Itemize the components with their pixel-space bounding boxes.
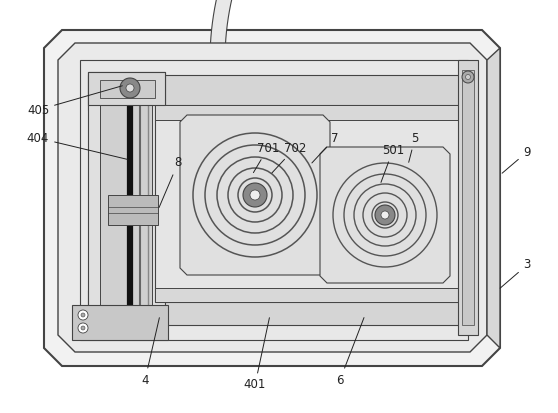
Text: 404: 404: [27, 131, 127, 159]
Text: 9: 9: [502, 145, 531, 173]
Text: 501: 501: [381, 143, 404, 183]
Polygon shape: [108, 195, 158, 225]
Circle shape: [120, 78, 140, 98]
Circle shape: [381, 211, 389, 219]
Polygon shape: [88, 72, 165, 105]
Polygon shape: [320, 147, 450, 283]
Polygon shape: [44, 30, 500, 366]
Circle shape: [462, 71, 474, 83]
Text: 6: 6: [336, 318, 364, 387]
Text: 702: 702: [272, 142, 306, 173]
Circle shape: [375, 205, 395, 225]
Text: 405: 405: [27, 86, 122, 116]
Polygon shape: [80, 60, 468, 340]
Polygon shape: [487, 48, 500, 348]
Polygon shape: [458, 60, 478, 335]
Polygon shape: [155, 288, 468, 302]
Polygon shape: [210, 0, 483, 192]
Text: 7: 7: [312, 131, 339, 163]
Text: 3: 3: [500, 259, 531, 288]
Text: 5: 5: [408, 131, 418, 162]
Polygon shape: [72, 305, 168, 340]
Text: 701: 701: [253, 142, 279, 173]
Polygon shape: [88, 72, 165, 328]
Circle shape: [250, 190, 260, 200]
Text: 4: 4: [141, 318, 160, 387]
Circle shape: [78, 323, 88, 333]
Circle shape: [243, 183, 267, 207]
Text: 401: 401: [244, 318, 270, 392]
Polygon shape: [155, 105, 468, 302]
Circle shape: [78, 310, 88, 320]
Circle shape: [126, 84, 134, 92]
Polygon shape: [180, 115, 330, 275]
Polygon shape: [462, 70, 474, 325]
Circle shape: [81, 313, 85, 317]
Circle shape: [81, 326, 85, 330]
Polygon shape: [100, 85, 152, 315]
Polygon shape: [100, 80, 155, 98]
Polygon shape: [58, 43, 487, 352]
Text: 8: 8: [159, 157, 182, 207]
Polygon shape: [88, 290, 462, 325]
Polygon shape: [155, 105, 468, 120]
Polygon shape: [88, 75, 462, 110]
Circle shape: [465, 74, 470, 79]
